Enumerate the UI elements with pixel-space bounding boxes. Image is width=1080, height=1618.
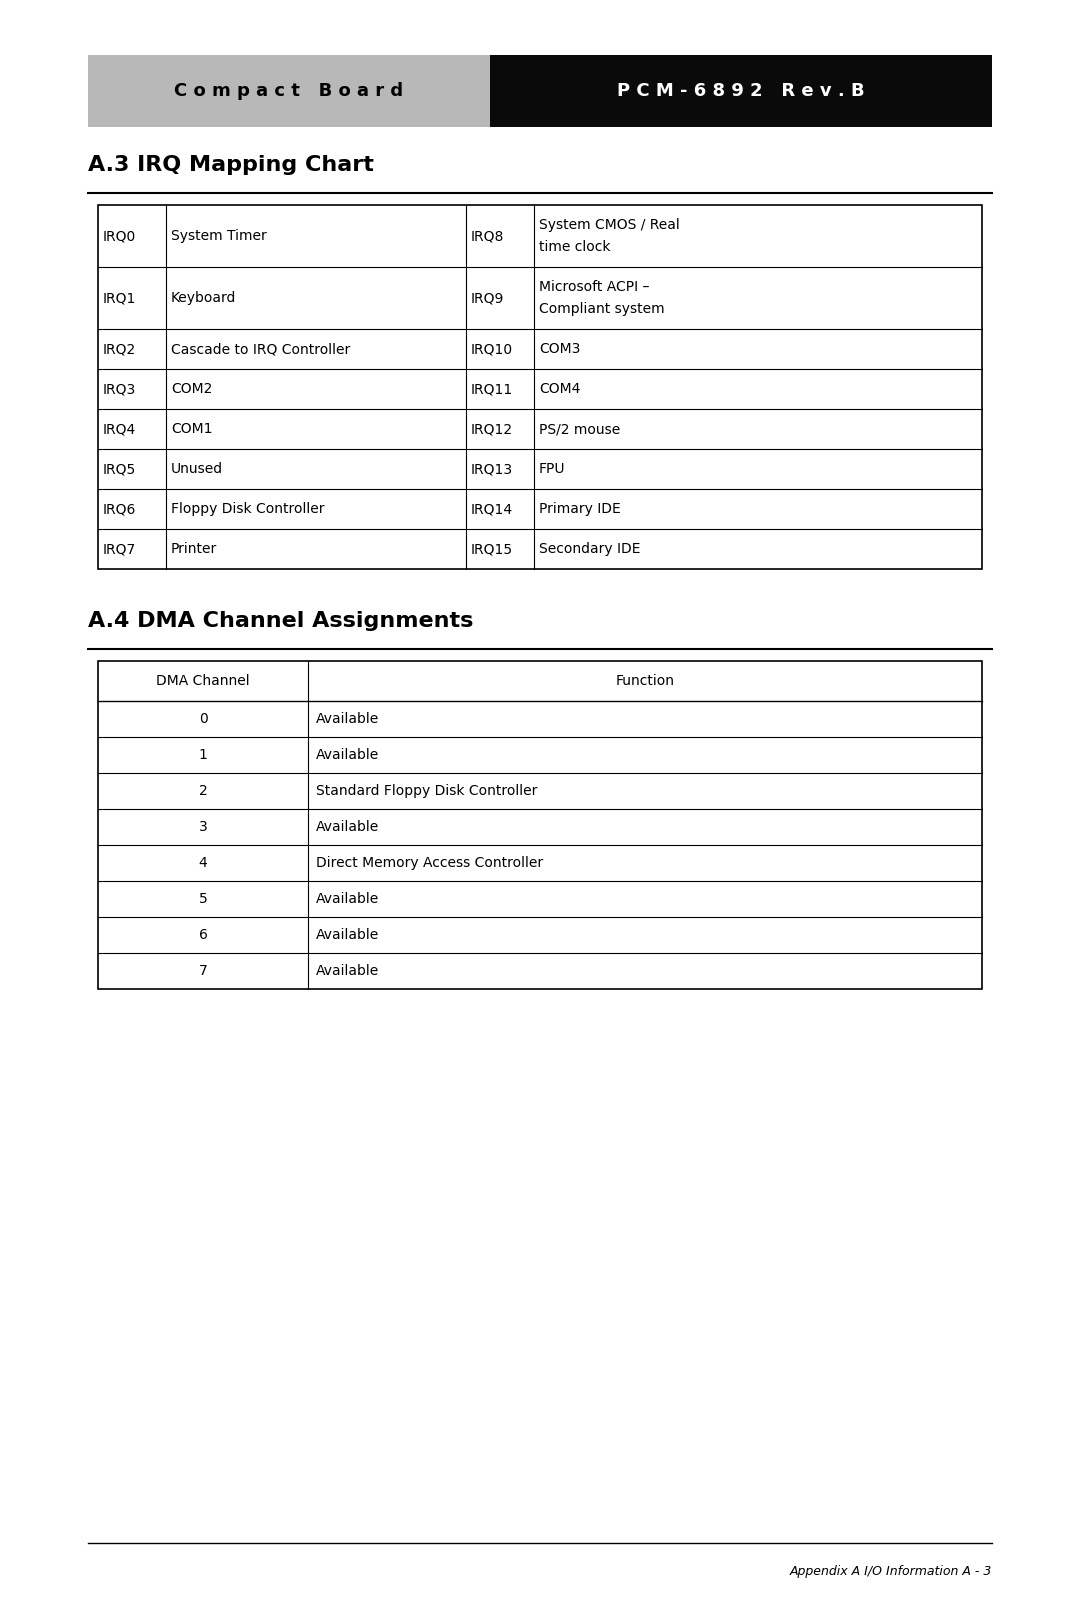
Text: Appendix A I/O Information A - 3: Appendix A I/O Information A - 3 (789, 1565, 993, 1578)
Text: IRQ6: IRQ6 (103, 502, 136, 516)
Text: System Timer: System Timer (171, 230, 267, 243)
Text: IRQ15: IRQ15 (471, 542, 513, 557)
Text: 3: 3 (199, 820, 207, 833)
Text: COM1: COM1 (171, 422, 213, 435)
Text: Available: Available (316, 964, 379, 977)
Text: Primary IDE: Primary IDE (539, 502, 621, 516)
Text: IRQ11: IRQ11 (471, 382, 513, 396)
Text: Cascade to IRQ Controller: Cascade to IRQ Controller (171, 341, 350, 356)
Text: 1: 1 (199, 748, 207, 762)
Text: IRQ7: IRQ7 (103, 542, 136, 557)
Text: Keyboard: Keyboard (171, 291, 237, 306)
Text: IRQ3: IRQ3 (103, 382, 136, 396)
Text: IRQ0: IRQ0 (103, 230, 136, 243)
Text: C o m p a c t   B o a r d: C o m p a c t B o a r d (175, 83, 404, 100)
Text: 7: 7 (199, 964, 207, 977)
Text: Unused: Unused (171, 463, 224, 476)
Text: IRQ8: IRQ8 (471, 230, 504, 243)
Text: System CMOS / Real: System CMOS / Real (539, 218, 679, 231)
Text: Direct Memory Access Controller: Direct Memory Access Controller (316, 856, 543, 870)
Text: Printer: Printer (171, 542, 217, 557)
Text: P C M - 6 8 9 2   R e v . B: P C M - 6 8 9 2 R e v . B (617, 83, 865, 100)
Bar (87, 55, 490, 126)
Text: Available: Available (316, 929, 379, 942)
Text: IRQ14: IRQ14 (471, 502, 513, 516)
Text: 5: 5 (199, 892, 207, 906)
Text: COM2: COM2 (171, 382, 213, 396)
Text: 4: 4 (199, 856, 207, 870)
Text: IRQ4: IRQ4 (103, 422, 136, 435)
Text: 6: 6 (199, 929, 207, 942)
Text: A.4 DMA Channel Assignments: A.4 DMA Channel Assignments (87, 612, 473, 631)
Bar (98, 205, 982, 570)
Text: Available: Available (316, 748, 379, 762)
Text: time clock: time clock (539, 239, 610, 254)
Bar (98, 662, 982, 989)
Text: Available: Available (316, 820, 379, 833)
Text: Compliant system: Compliant system (539, 303, 664, 316)
Text: 0: 0 (199, 712, 207, 726)
Text: Available: Available (316, 712, 379, 726)
Text: Function: Function (616, 675, 675, 688)
Text: PS/2 mouse: PS/2 mouse (539, 422, 620, 435)
Text: Secondary IDE: Secondary IDE (539, 542, 640, 557)
Text: 2: 2 (199, 785, 207, 798)
Text: Floppy Disk Controller: Floppy Disk Controller (171, 502, 324, 516)
Text: FPU: FPU (539, 463, 566, 476)
Text: IRQ1: IRQ1 (103, 291, 136, 306)
Text: DMA Channel: DMA Channel (157, 675, 249, 688)
Text: COM4: COM4 (539, 382, 580, 396)
Text: A.3 IRQ Mapping Chart: A.3 IRQ Mapping Chart (87, 155, 374, 175)
Text: Microsoft ACPI –: Microsoft ACPI – (539, 280, 649, 294)
Text: IRQ2: IRQ2 (103, 341, 136, 356)
Text: IRQ9: IRQ9 (471, 291, 504, 306)
Text: Available: Available (316, 892, 379, 906)
Text: IRQ13: IRQ13 (471, 463, 513, 476)
Text: Standard Floppy Disk Controller: Standard Floppy Disk Controller (316, 785, 538, 798)
Text: IRQ5: IRQ5 (103, 463, 136, 476)
Text: IRQ10: IRQ10 (471, 341, 513, 356)
Text: COM3: COM3 (539, 341, 580, 356)
Bar (490, 55, 993, 126)
Text: IRQ12: IRQ12 (471, 422, 513, 435)
